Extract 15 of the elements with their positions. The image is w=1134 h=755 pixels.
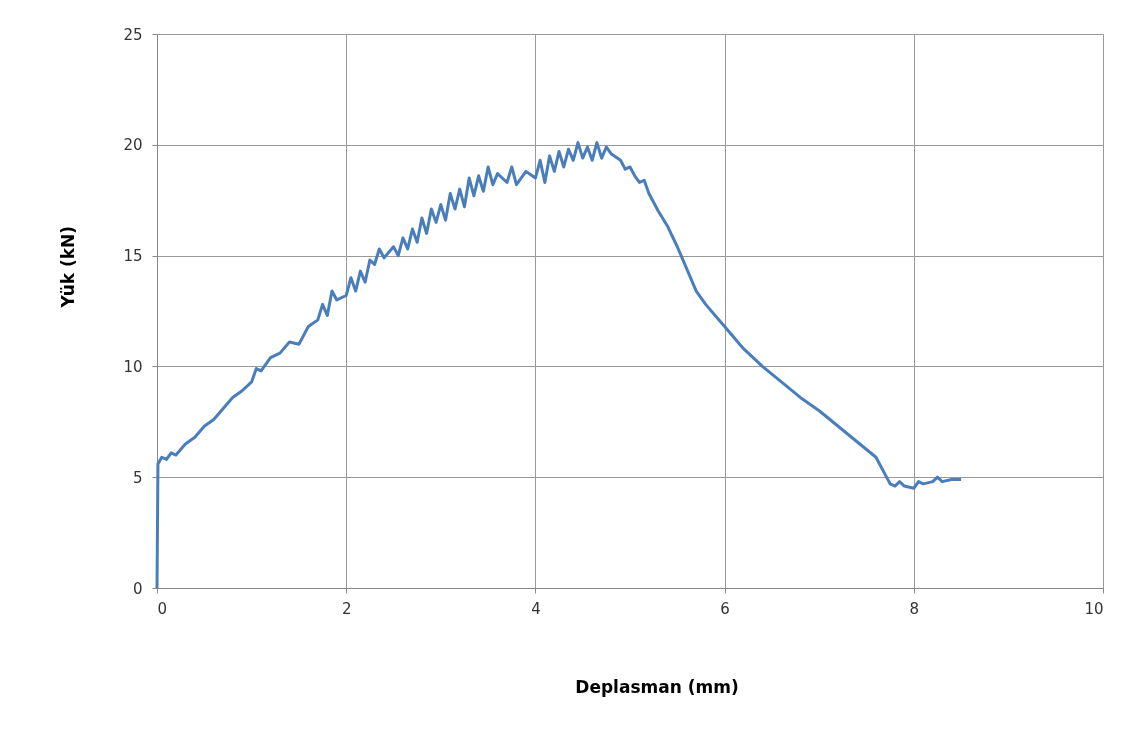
y-tick-label: 20 [123, 136, 143, 155]
x-tick-label: 2 [341, 599, 352, 618]
y-tick-label: 10 [123, 357, 143, 376]
x-tick-label: 10 [1084, 599, 1104, 618]
y-tick-label: 15 [123, 247, 143, 266]
x-tick-label: 0 [157, 599, 168, 618]
y-tick-label: 5 [132, 468, 143, 487]
x-axis-title: Deplasman (mm) [575, 677, 739, 697]
x-tick-label: 8 [909, 599, 920, 618]
y-axis-title: Yük (kN) [58, 225, 78, 309]
x-tick-label: 6 [720, 599, 730, 618]
y-tick-label: 25 [123, 25, 143, 44]
line-series [155, 141, 963, 590]
x-tick-label: 4 [531, 599, 541, 618]
y-tick-label: 0 [132, 579, 143, 598]
